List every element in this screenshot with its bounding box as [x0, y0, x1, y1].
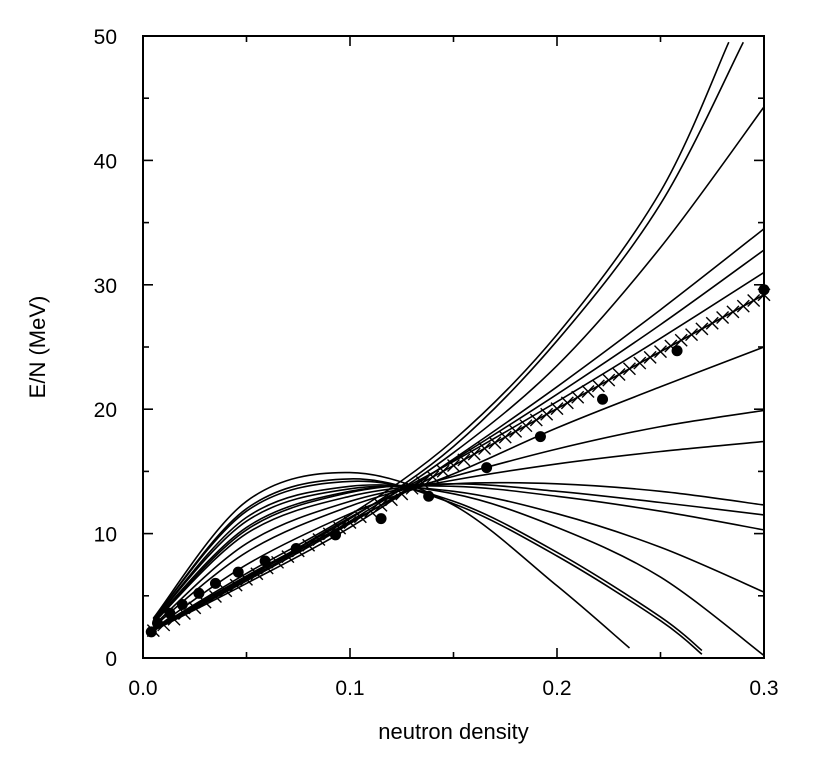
cross-marker — [571, 390, 585, 404]
curve-1 — [152, 41, 730, 631]
data-point — [597, 393, 609, 405]
x-tick-label: 0.3 — [749, 677, 778, 700]
cross-marker — [633, 356, 647, 370]
data-point — [176, 599, 188, 611]
data-point — [259, 555, 271, 567]
cross-marker — [736, 299, 750, 313]
cross-marker — [478, 441, 492, 455]
y-tick-label: 50 — [94, 26, 117, 49]
y-tick-label: 0 — [105, 648, 117, 671]
data-point — [423, 490, 435, 502]
curve-7 — [152, 346, 765, 631]
x-tick-label: 0.1 — [335, 677, 364, 700]
tick-labels-layer: 0.0 0.1 0.2 0.3 0 10 20 30 40 50 — [94, 26, 779, 700]
cross-marker — [229, 578, 243, 592]
cross-marker — [540, 407, 554, 421]
cross-marker — [364, 504, 378, 518]
cross-marker — [581, 385, 595, 399]
cross-marker — [747, 293, 761, 307]
cross-marker — [643, 350, 657, 364]
cross-marker — [426, 470, 440, 484]
cross-marker — [674, 333, 688, 347]
data-point — [290, 543, 302, 555]
y-tick-label: 10 — [94, 524, 117, 547]
cross-marker — [436, 464, 450, 478]
cross-marker — [384, 493, 398, 507]
cross-marker — [302, 538, 316, 552]
cross-marker — [726, 305, 740, 319]
cross-marker — [447, 459, 460, 473]
cross-marker — [219, 584, 233, 598]
curve-13 — [152, 485, 765, 622]
data-point — [534, 431, 546, 443]
data-point — [375, 513, 387, 525]
y-tick-label: 30 — [94, 275, 117, 298]
cross-marker — [395, 487, 409, 501]
y-tick-label: 20 — [94, 399, 117, 422]
cross-marker — [271, 555, 285, 569]
curve-4 — [152, 228, 765, 632]
cross-marker — [488, 436, 502, 450]
curve-5 — [152, 249, 765, 632]
cross-marker — [312, 533, 326, 547]
cross-marker — [560, 396, 574, 410]
cross-marker — [695, 322, 709, 336]
cross-marker — [685, 328, 699, 342]
ticks-layer — [142, 35, 765, 659]
cross-marker — [188, 601, 202, 615]
crosses-layer — [146, 288, 771, 638]
cross-marker — [208, 589, 222, 603]
cross-marker — [281, 550, 295, 564]
data-point — [232, 566, 244, 578]
cross-marker — [405, 481, 419, 495]
x-tick-label: 0.0 — [128, 677, 157, 700]
plot-frame — [142, 35, 765, 659]
cross-marker — [374, 498, 388, 512]
cross-marker — [509, 424, 523, 438]
data-point — [209, 577, 221, 589]
y-tick-label: 40 — [94, 150, 117, 173]
cross-marker — [705, 316, 719, 330]
curve-9 — [152, 440, 765, 627]
cross-marker — [250, 567, 264, 581]
data-point — [671, 345, 683, 357]
curve-8 — [152, 409, 765, 628]
x-axis-title: neutron density — [378, 719, 528, 744]
cross-marker — [343, 515, 357, 529]
data-point — [164, 607, 176, 619]
curve-15 — [152, 480, 703, 652]
cross-marker — [529, 413, 543, 427]
curve-2 — [152, 41, 745, 631]
cross-marker — [519, 419, 533, 433]
cross-marker — [457, 453, 471, 467]
cross-marker — [467, 447, 481, 461]
points-layer — [145, 284, 770, 638]
cross-marker — [550, 402, 564, 416]
curve-11 — [152, 482, 765, 624]
curve-3 — [152, 106, 765, 631]
cross-marker — [716, 311, 730, 325]
cross-marker — [654, 345, 667, 359]
cross-marker — [591, 379, 605, 393]
data-point — [330, 529, 342, 541]
data-point — [151, 617, 163, 629]
curve-14 — [152, 484, 765, 657]
data-point — [193, 587, 205, 599]
curve-17 — [152, 471, 631, 649]
curve-12 — [152, 484, 765, 623]
x-tick-label: 0.2 — [542, 677, 571, 700]
data-point — [481, 462, 493, 474]
cross-marker — [612, 367, 626, 381]
cross-marker — [602, 373, 616, 387]
cross-marker — [415, 476, 429, 490]
cross-marker — [353, 510, 367, 524]
cross-marker — [498, 430, 512, 444]
cross-marker — [622, 362, 636, 376]
y-axis-title: E/N (MeV) — [25, 296, 50, 399]
data-point — [145, 626, 157, 638]
